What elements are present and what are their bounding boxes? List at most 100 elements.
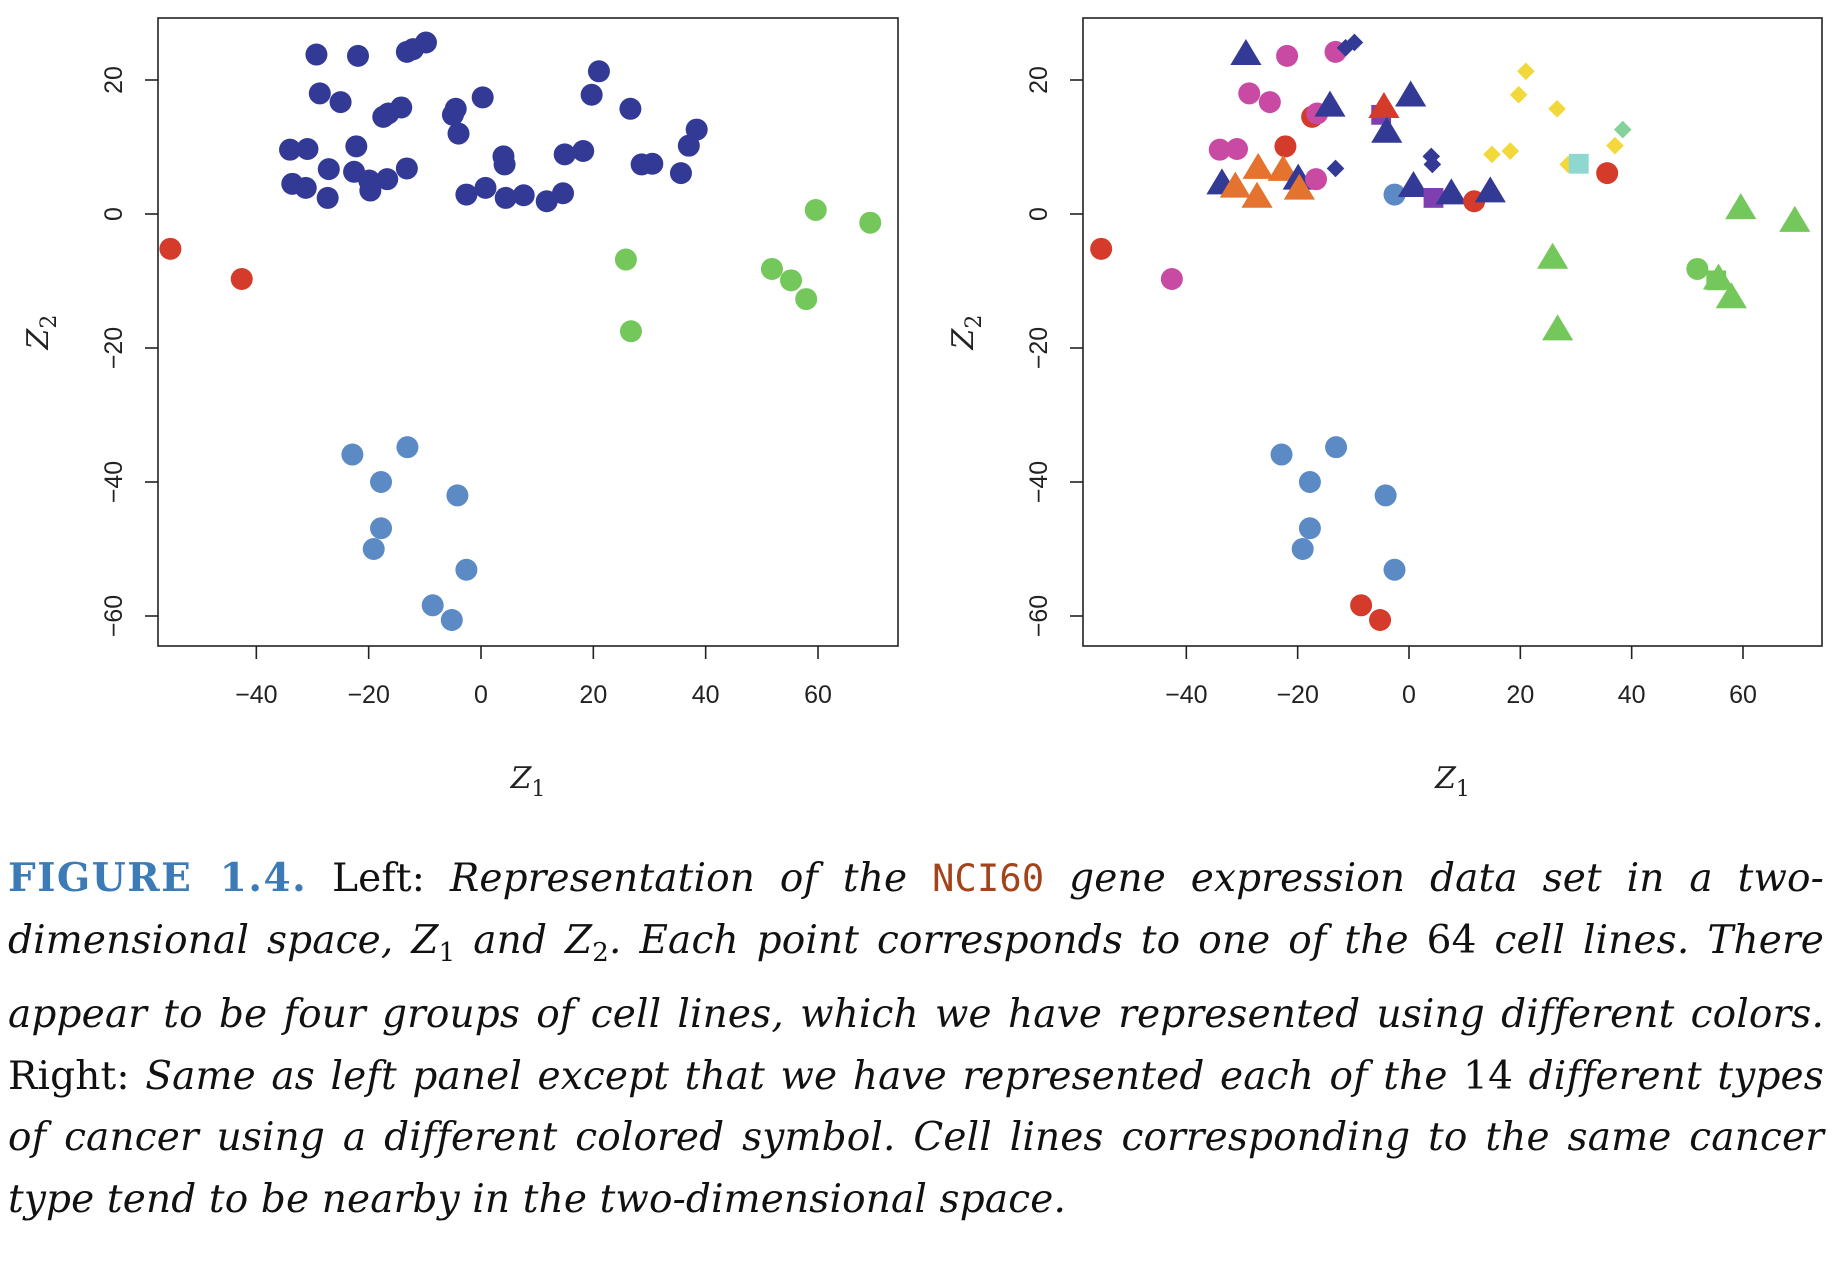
data-point-circle — [446, 484, 469, 507]
data-point-circle — [619, 320, 642, 343]
data-point-circle — [447, 122, 470, 145]
data-point-circle — [804, 198, 827, 221]
data-point-triangle — [1474, 176, 1506, 203]
data-point-square — [1568, 153, 1589, 174]
cancer-type-count: 14 — [1463, 1053, 1514, 1099]
data-point-circle — [296, 138, 319, 161]
y-tick-label: −40 — [1025, 461, 1053, 503]
data-point-diamond — [1548, 100, 1566, 118]
data-point-circle — [440, 609, 463, 632]
data-point-circle — [685, 118, 708, 141]
caption-text: Same as left panel except that we have r… — [145, 1053, 1448, 1099]
data-point-circle — [308, 82, 331, 105]
data-point-circle — [341, 443, 364, 466]
x-axis-label-var: Z — [510, 761, 533, 796]
caption-text: and — [473, 917, 548, 963]
x-axis-label-sub: 1 — [1456, 777, 1470, 802]
data-point-circle — [455, 183, 478, 206]
data-point-circle — [421, 594, 444, 617]
data-point-diamond — [1483, 145, 1501, 164]
data-point-triangle — [1537, 242, 1569, 269]
data-point-triangle — [1371, 116, 1403, 143]
x-tick-label: 60 — [804, 681, 832, 709]
data-point-circle — [1225, 138, 1248, 161]
data-point-circle — [1270, 443, 1293, 466]
data-point-triangle — [1267, 154, 1299, 181]
y-axis-label-sub: 2 — [37, 315, 62, 329]
data-point-circle — [494, 186, 517, 209]
y-axis-label: Z2 — [946, 315, 987, 351]
data-point-circle — [329, 91, 352, 114]
data-point-circle — [1208, 138, 1231, 161]
data-point-circle — [346, 44, 369, 67]
x-tick-label: 20 — [579, 681, 607, 709]
data-point-circle — [512, 184, 535, 207]
z2-symbol: Z2 — [565, 917, 609, 968]
caption-text: cell lines. There appear to be four grou… — [8, 917, 1825, 1038]
data-point-circle — [760, 257, 783, 280]
data-point-circle — [1383, 558, 1406, 581]
data-point-circle — [780, 269, 803, 292]
data-point-diamond — [1326, 159, 1345, 178]
data-point-diamond — [1345, 33, 1364, 52]
data-point-triangle — [1542, 314, 1574, 341]
data-point-circle — [1383, 183, 1406, 206]
data-point-circle — [359, 179, 382, 202]
data-point-circle — [390, 96, 413, 119]
data-point-circle — [1090, 237, 1113, 260]
y-tick-label: 0 — [1025, 207, 1053, 221]
data-point-circle — [1274, 135, 1297, 158]
dataset-name: NCI60 — [932, 857, 1045, 900]
y-tick-label: −60 — [1025, 595, 1053, 637]
data-point-circle — [370, 471, 393, 493]
data-point-circle — [1160, 267, 1183, 290]
data-point-circle — [396, 436, 419, 459]
data-point-diamond — [1509, 85, 1528, 104]
data-point-triangle — [1219, 171, 1251, 198]
y-axis-label-var: Z — [946, 327, 981, 350]
x-tick-label: 40 — [1618, 681, 1646, 709]
data-point-circle — [317, 158, 340, 181]
data-point-circle — [641, 152, 664, 175]
data-point-triangle — [1242, 152, 1274, 179]
y-axis-label-sub: 2 — [962, 315, 987, 329]
data-point-circle — [294, 176, 317, 199]
data-point-circle — [455, 558, 478, 581]
y-tick-label: 20 — [1025, 66, 1053, 94]
x-tick-label: 20 — [1506, 681, 1534, 709]
data-point-circle — [1276, 44, 1299, 67]
data-point-triangle — [1368, 91, 1400, 118]
data-point-triangle — [1779, 205, 1811, 232]
data-point-circle — [362, 538, 385, 560]
data-point-triangle — [1715, 282, 1747, 309]
data-point-diamond — [1501, 142, 1520, 160]
data-point-circle — [1596, 162, 1619, 185]
x-tick-label: −20 — [1276, 681, 1318, 709]
caption-text: . Each point corresponds to one of the — [608, 917, 1409, 963]
data-point-triangle — [1283, 173, 1315, 200]
data-point-circle — [1686, 257, 1709, 280]
data-point-circle — [580, 83, 603, 106]
y-axis-label: Z2 — [21, 315, 62, 351]
z1-symbol: Z1 — [411, 917, 456, 968]
data-point-diamond — [1559, 155, 1578, 174]
data-point-circle — [305, 43, 328, 66]
x-tick-label: 0 — [1402, 681, 1416, 709]
x-tick-label: −40 — [1165, 681, 1207, 709]
figure-label: FIGURE 1.4. — [8, 855, 308, 901]
data-point-circle — [614, 248, 637, 271]
data-point-circle — [414, 31, 437, 54]
data-point-circle — [1258, 91, 1281, 114]
data-point-triangle — [1725, 193, 1757, 220]
x-tick-label: −20 — [347, 681, 389, 709]
y-tick-label: −20 — [1025, 327, 1053, 369]
y-tick-label: −60 — [100, 595, 128, 637]
data-point-circle — [1369, 609, 1392, 632]
x-tick-label: 40 — [692, 681, 720, 709]
y-tick-label: −20 — [100, 327, 128, 369]
data-point-circle — [444, 97, 467, 120]
data-point-triangle — [1435, 178, 1467, 205]
